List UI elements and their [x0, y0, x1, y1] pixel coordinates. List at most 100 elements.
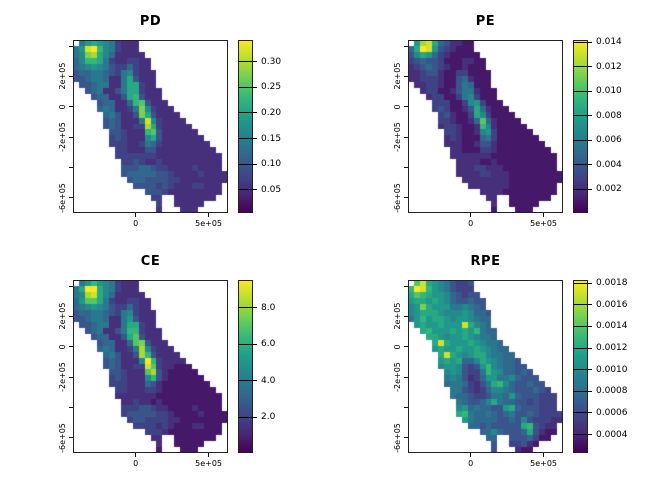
plot-box-pd — [73, 40, 228, 213]
legend-tick — [238, 163, 257, 165]
x-tick-label: 5e+05 — [530, 459, 558, 468]
heatmap-raster-pd — [73, 40, 228, 213]
legend-tick-label: 0.0006 — [596, 407, 628, 418]
y-tick — [404, 136, 408, 138]
legend-tick-label: 6.0 — [261, 339, 276, 350]
legend-tick — [573, 41, 592, 43]
legend-tick — [573, 369, 592, 371]
x-tick-label: 0 — [468, 459, 474, 468]
legend-tick — [573, 347, 592, 349]
legend-tick-label: 0.014 — [596, 37, 622, 48]
plot-box-ce — [73, 280, 228, 453]
legend-tick — [238, 416, 257, 418]
y-tick-label: -6e+05 — [393, 182, 402, 213]
x-tick-label: 0 — [133, 459, 139, 468]
plot-box-pe — [408, 40, 563, 213]
legend-tick-label: 0.012 — [596, 61, 622, 72]
legend-tick-label: 0.0010 — [596, 364, 628, 375]
legend-tick — [573, 188, 592, 190]
legend-tick-label: 0.25 — [261, 82, 282, 93]
colorbar-gradient-rpe — [573, 280, 588, 453]
plot-box-rpe — [408, 280, 563, 453]
y-tick — [404, 75, 408, 77]
legend-tick-label: 0.0014 — [596, 321, 628, 332]
y-tick-label: -6e+05 — [393, 422, 402, 453]
legend-tick — [573, 325, 592, 327]
heatmap-raster-rpe — [408, 280, 563, 453]
x-tick-label: 0 — [133, 219, 139, 228]
y-tick — [404, 285, 408, 287]
panel-title-pe: PE — [475, 14, 496, 29]
legend-tick — [573, 434, 592, 436]
panel-title-ce: CE — [140, 254, 161, 269]
x-tick-label: 5e+05 — [530, 219, 558, 228]
legend-tick-label: 4.0 — [261, 375, 276, 386]
x-tick-label: 5e+05 — [195, 459, 223, 468]
x-tick-label: 0 — [468, 219, 474, 228]
y-tick-label: -2e+05 — [393, 362, 402, 392]
legend-tick — [238, 138, 257, 140]
legend-tick-label: 0.0004 — [596, 429, 628, 440]
legend-tick — [238, 112, 257, 114]
y-tick — [69, 285, 73, 287]
y-tick — [404, 45, 408, 47]
legend-tick-label: 0.002 — [596, 184, 622, 195]
legend-tick — [238, 61, 257, 63]
legend-tick — [573, 164, 592, 166]
x-tick — [470, 213, 472, 217]
y-tick-label: -6e+05 — [58, 182, 67, 213]
legend-tick-label: 2.0 — [261, 412, 276, 423]
y-tick — [69, 166, 73, 168]
y-tick — [404, 166, 408, 168]
y-tick — [69, 45, 73, 47]
x-tick — [543, 453, 545, 457]
y-tick-label: -2e+05 — [58, 122, 67, 152]
legend-tick-label: 0.05 — [261, 184, 282, 195]
y-tick — [69, 75, 73, 77]
y-tick — [69, 315, 73, 317]
y-tick — [69, 197, 73, 199]
legend-tick-label: 0.0016 — [596, 299, 628, 310]
legend-tick — [238, 189, 257, 191]
panel-title-pd: PD — [139, 14, 162, 29]
y-tick — [404, 437, 408, 439]
colorbar-gradient-pe — [573, 40, 588, 213]
y-tick — [404, 315, 408, 317]
x-tick — [208, 213, 210, 217]
x-tick — [135, 213, 137, 217]
legend-tick — [573, 282, 592, 284]
legend-tick-label: 0.20 — [261, 107, 282, 118]
x-tick — [208, 453, 210, 457]
y-tick — [404, 197, 408, 199]
y-tick — [69, 346, 73, 348]
x-tick — [135, 453, 137, 457]
colorbar-gradient-pd — [238, 40, 253, 213]
y-tick — [404, 406, 408, 408]
legend-tick — [573, 390, 592, 392]
legend-tick — [573, 304, 592, 306]
y-tick — [404, 106, 408, 108]
colorbar-border-ce — [238, 280, 253, 453]
legend-tick-label: 0.010 — [596, 86, 622, 97]
legend-tick — [238, 343, 257, 345]
legend-tick — [238, 307, 257, 309]
legend-tick — [573, 139, 592, 141]
colorbar-border-pe — [573, 40, 588, 213]
y-tick — [69, 376, 73, 378]
legend-tick — [573, 115, 592, 117]
y-tick-label: -6e+05 — [58, 422, 67, 453]
y-tick-label: -2e+05 — [393, 122, 402, 152]
heatmap-raster-ce — [73, 280, 228, 453]
y-tick — [69, 437, 73, 439]
x-tick — [470, 453, 472, 457]
legend-tick-label: 0.30 — [261, 56, 282, 67]
x-tick-label: 5e+05 — [195, 219, 223, 228]
colorbar-gradient-ce — [238, 280, 253, 453]
legend-tick — [238, 380, 257, 382]
legend-tick-label: 0.008 — [596, 110, 622, 121]
colorbar-border-rpe — [573, 280, 588, 453]
heatmap-raster-pe — [408, 40, 563, 213]
x-tick — [543, 213, 545, 217]
legend-tick — [573, 412, 592, 414]
